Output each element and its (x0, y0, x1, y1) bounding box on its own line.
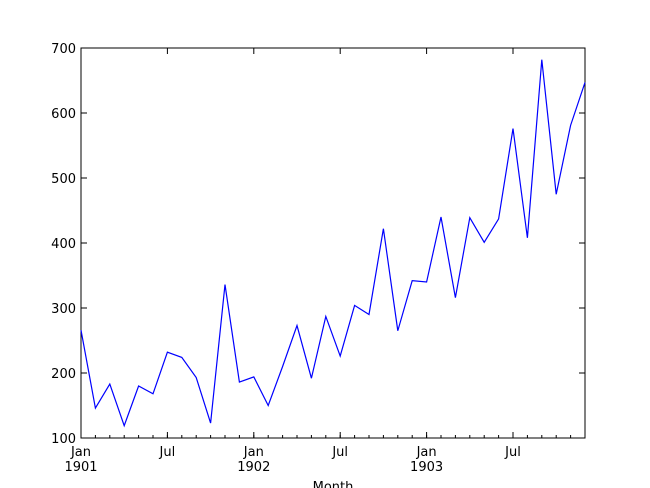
x-axis-title: Month (313, 480, 354, 488)
x-tick-label: Jan (416, 445, 437, 460)
x-tick-year-label: 1902 (237, 460, 270, 475)
x-tick-year-label: 1903 (410, 460, 443, 475)
y-tick-label: 300 (51, 302, 76, 317)
x-tick-label: Jul (331, 445, 348, 460)
y-tick-label: 600 (51, 107, 76, 122)
series-line (80, 59, 586, 428)
y-tick-label: 500 (51, 172, 76, 187)
y-tick-label: 200 (51, 367, 76, 382)
x-tick-label: Jan (243, 445, 264, 460)
x-tick-year-label: 1901 (64, 460, 97, 475)
x-tick-label: Jan (70, 445, 91, 460)
plot-frame (80, 47, 586, 439)
y-tick-label: 400 (51, 237, 76, 252)
x-tick-label: Jul (504, 445, 521, 460)
x-tick-label: Jul (159, 445, 176, 460)
y-tick-label: 700 (51, 42, 76, 57)
y-tick-label: 100 (51, 432, 76, 447)
